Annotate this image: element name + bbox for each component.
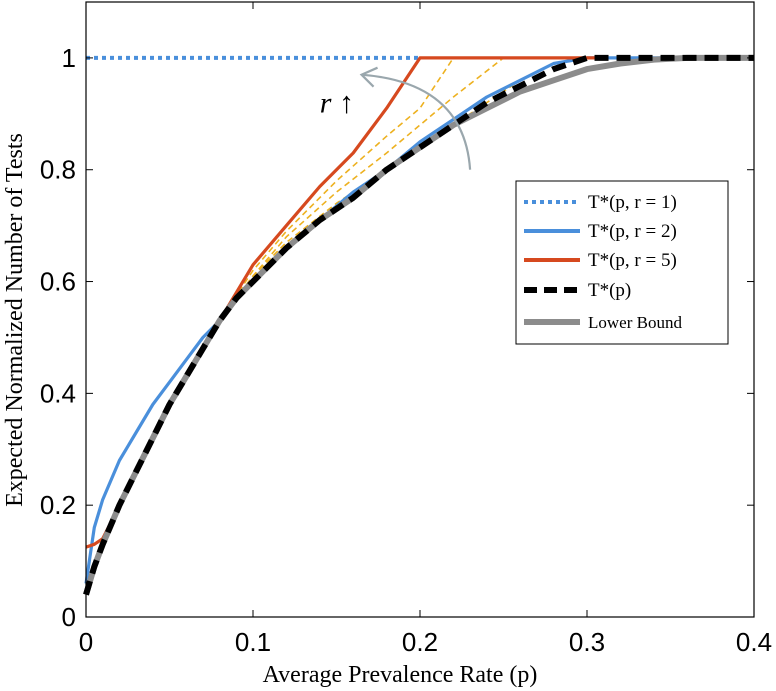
legend-label-opt: T*(p) xyxy=(588,280,631,301)
y-tick-label: 0.4 xyxy=(40,378,76,408)
legend: T*(p, r = 1) T*(p, r = 2) T*(p, r = 5) T… xyxy=(515,180,729,345)
legend-label-r2: T*(p, r = 2) xyxy=(588,221,677,242)
y-tick-label: 0 xyxy=(62,602,76,632)
ticks-layer: 0 0.1 0.2 0.3 0.4 0 0.2 0.4 0.6 0.8 1 xyxy=(40,2,772,657)
y-tick-label: 0.2 xyxy=(40,490,76,520)
y-tick-label: 0.8 xyxy=(40,155,76,185)
y-tick-label: 1 xyxy=(62,43,76,73)
x-tick-label: 0.2 xyxy=(402,627,438,657)
legend-label-r1: T*(p, r = 1) xyxy=(588,192,677,213)
legend-label-lower-bound: Lower Bound xyxy=(588,313,682,332)
x-axis-label: Average Prevalence Rate (p) xyxy=(263,662,538,688)
y-axis-label: Expected Normalized Number of Tests xyxy=(2,133,28,507)
x-tick-label: 0.3 xyxy=(569,627,605,657)
x-tick-label: 0.1 xyxy=(235,627,271,657)
annotation-layer: r ↑ xyxy=(320,66,472,170)
x-tick-label: 0.4 xyxy=(736,627,772,657)
series-intermediate-3 xyxy=(85,79,521,584)
legend-box xyxy=(515,180,729,345)
r-increase-label: r ↑ xyxy=(320,87,354,120)
r-increase-arrow xyxy=(361,73,472,170)
legend-label-r5: T*(p, r = 5) xyxy=(588,250,677,271)
y-tick-label: 0.6 xyxy=(40,267,76,297)
series-layer xyxy=(83,54,754,596)
x-tick-label: 0 xyxy=(79,627,93,657)
r-increase-arrowhead xyxy=(359,66,378,88)
series-optimal-line xyxy=(83,54,754,596)
